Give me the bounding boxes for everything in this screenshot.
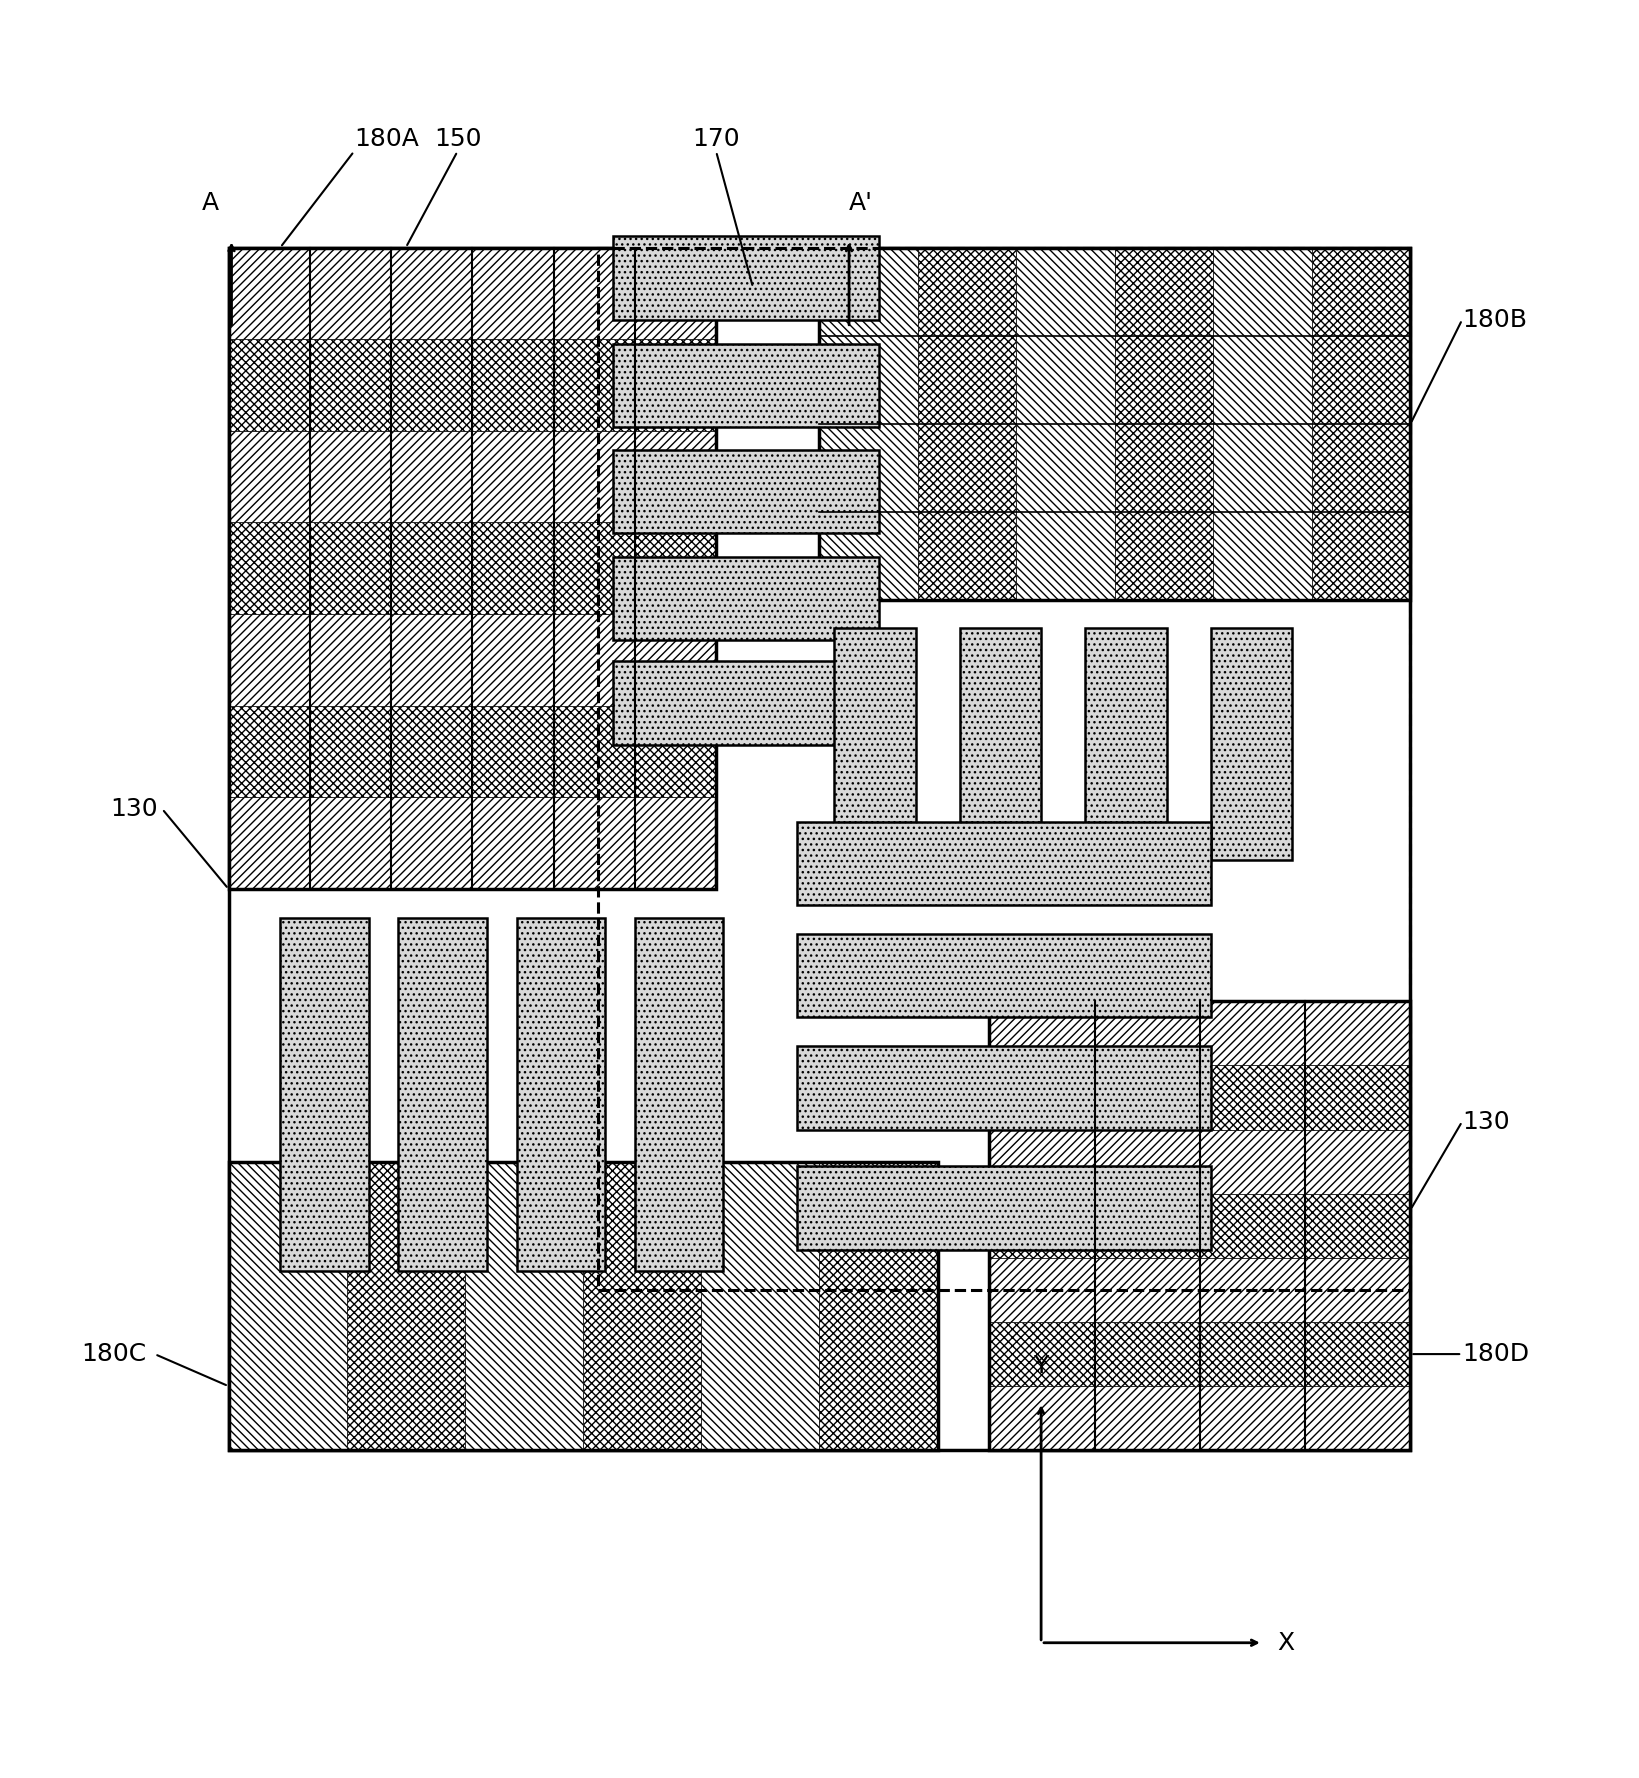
Bar bbox=[465, 1161, 583, 1451]
Bar bbox=[1085, 628, 1167, 861]
Bar bbox=[613, 557, 879, 640]
Bar bbox=[613, 661, 879, 745]
Bar bbox=[1115, 247, 1213, 601]
Bar bbox=[228, 1161, 347, 1451]
Bar bbox=[228, 247, 1411, 1451]
Bar bbox=[634, 917, 723, 1271]
Bar bbox=[228, 247, 716, 889]
Bar bbox=[516, 917, 605, 1271]
Bar bbox=[820, 1161, 938, 1451]
Bar bbox=[797, 1045, 1211, 1129]
Text: 130: 130 bbox=[110, 797, 157, 821]
Bar bbox=[701, 1161, 820, 1451]
Text: 180B: 180B bbox=[1462, 308, 1528, 332]
Text: 180C: 180C bbox=[80, 1342, 146, 1366]
Text: 180A: 180A bbox=[354, 128, 420, 151]
Bar bbox=[228, 340, 716, 430]
Bar bbox=[613, 236, 879, 320]
Bar bbox=[820, 247, 918, 601]
Bar bbox=[598, 247, 1411, 1289]
Bar bbox=[1016, 247, 1115, 601]
Text: A': A' bbox=[849, 192, 874, 215]
Bar bbox=[797, 1166, 1211, 1250]
Bar bbox=[960, 628, 1041, 861]
Text: 170: 170 bbox=[692, 128, 739, 151]
Bar bbox=[990, 1323, 1411, 1387]
Bar bbox=[228, 523, 716, 613]
Bar bbox=[583, 1161, 701, 1451]
Bar bbox=[228, 797, 716, 889]
Bar bbox=[990, 1001, 1411, 1065]
Bar bbox=[990, 1129, 1411, 1193]
Bar bbox=[797, 933, 1211, 1017]
Bar bbox=[820, 247, 1411, 601]
Bar bbox=[228, 247, 716, 340]
Bar bbox=[1311, 247, 1411, 601]
Bar bbox=[347, 1161, 465, 1451]
Bar bbox=[613, 450, 879, 533]
Bar bbox=[918, 247, 1016, 601]
Bar bbox=[797, 821, 1211, 905]
Text: 130: 130 bbox=[1462, 1109, 1510, 1134]
Text: A: A bbox=[202, 192, 220, 215]
Bar bbox=[228, 430, 716, 523]
Bar bbox=[228, 1161, 938, 1451]
Bar bbox=[990, 1257, 1411, 1323]
Bar bbox=[1211, 628, 1292, 861]
Bar bbox=[990, 1193, 1411, 1257]
Text: Y: Y bbox=[1034, 1355, 1049, 1378]
Text: 180D: 180D bbox=[1462, 1342, 1529, 1366]
Bar bbox=[398, 917, 487, 1271]
Bar bbox=[990, 1001, 1411, 1451]
Bar bbox=[228, 613, 716, 706]
Bar bbox=[280, 917, 369, 1271]
Bar bbox=[990, 1387, 1411, 1451]
Bar bbox=[613, 343, 879, 427]
Text: X: X bbox=[1277, 1630, 1295, 1655]
Bar bbox=[834, 628, 916, 861]
Bar bbox=[228, 706, 716, 797]
Text: 150: 150 bbox=[434, 128, 482, 151]
Bar bbox=[1213, 247, 1311, 601]
Bar bbox=[990, 1065, 1411, 1129]
